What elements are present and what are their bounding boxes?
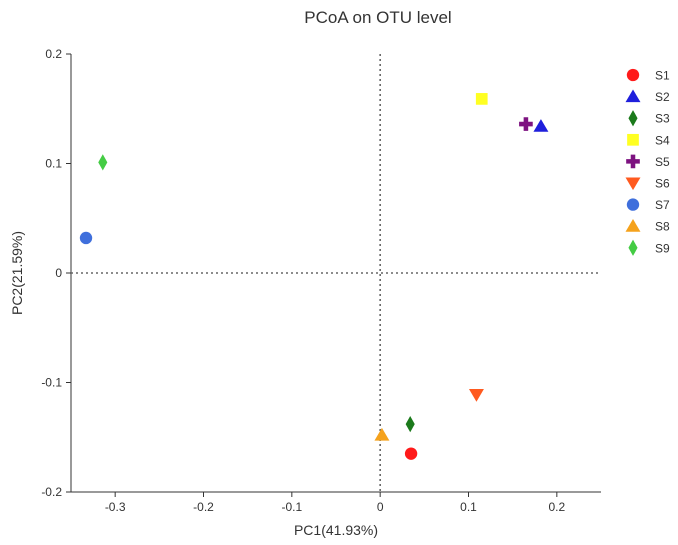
legend-label-s9: S9 — [655, 241, 670, 255]
data-point-s3 — [405, 415, 415, 433]
x-tick-label: 0.1 — [460, 500, 477, 514]
legend: S1 S2 S3 S4 S5 S6 S7 S8 S9 — [625, 68, 670, 256]
data-point-s6 — [468, 389, 484, 402]
legend-marker-s1 — [626, 68, 640, 82]
legend-marker-s6 — [625, 177, 641, 191]
data-point-s5 — [519, 117, 533, 131]
y-tick-label: 0.1 — [45, 157, 62, 171]
data-point-s9 — [98, 154, 108, 171]
chart-title: PCoA on OTU level — [304, 8, 451, 27]
legend-label-s7: S7 — [655, 198, 670, 212]
y-tick-label: 0.2 — [45, 47, 62, 61]
legend-marker-s9 — [628, 239, 638, 256]
plot-area: -0.3 -0.2 -0.1 0 0.1 0.2 -0.2 -0.1 0 0.1 0.2 — [41, 47, 601, 514]
legend-label-s6: S6 — [655, 177, 670, 191]
x-tick-label: -0.3 — [105, 500, 126, 514]
data-point-s7 — [79, 231, 93, 245]
y-axis-label: PC2(21.59%) — [9, 231, 25, 315]
x-tick-label: 0 — [377, 500, 384, 514]
data-point-s8 — [374, 427, 390, 441]
legend-marker-s7 — [626, 198, 640, 211]
legend-marker-s3 — [628, 110, 638, 127]
legend-label-s4: S4 — [655, 133, 670, 147]
legend-label-s3: S3 — [655, 112, 670, 126]
x-axis-label: PC1(41.93%) — [294, 522, 378, 538]
data-point-s1 — [404, 447, 418, 460]
legend-label-s1: S1 — [655, 69, 670, 83]
legend-label-s8: S8 — [655, 220, 670, 234]
x-tick-label: -0.2 — [193, 500, 214, 514]
legend-label-s2: S2 — [655, 90, 670, 104]
x-tick-label: -0.1 — [281, 500, 302, 514]
legend-label-s5: S5 — [655, 155, 670, 169]
data-point-s4 — [475, 93, 488, 105]
data-point-s2 — [533, 119, 549, 132]
legend-marker-s4 — [627, 133, 639, 146]
legend-marker-s5 — [626, 154, 640, 169]
legend-marker-s8 — [625, 219, 641, 232]
y-tick-label: -0.1 — [41, 376, 62, 390]
y-tick-label: -0.2 — [41, 485, 62, 499]
y-tick-label: 0 — [55, 266, 62, 280]
legend-marker-s2 — [625, 89, 641, 103]
x-tick-label: 0.2 — [548, 500, 565, 514]
